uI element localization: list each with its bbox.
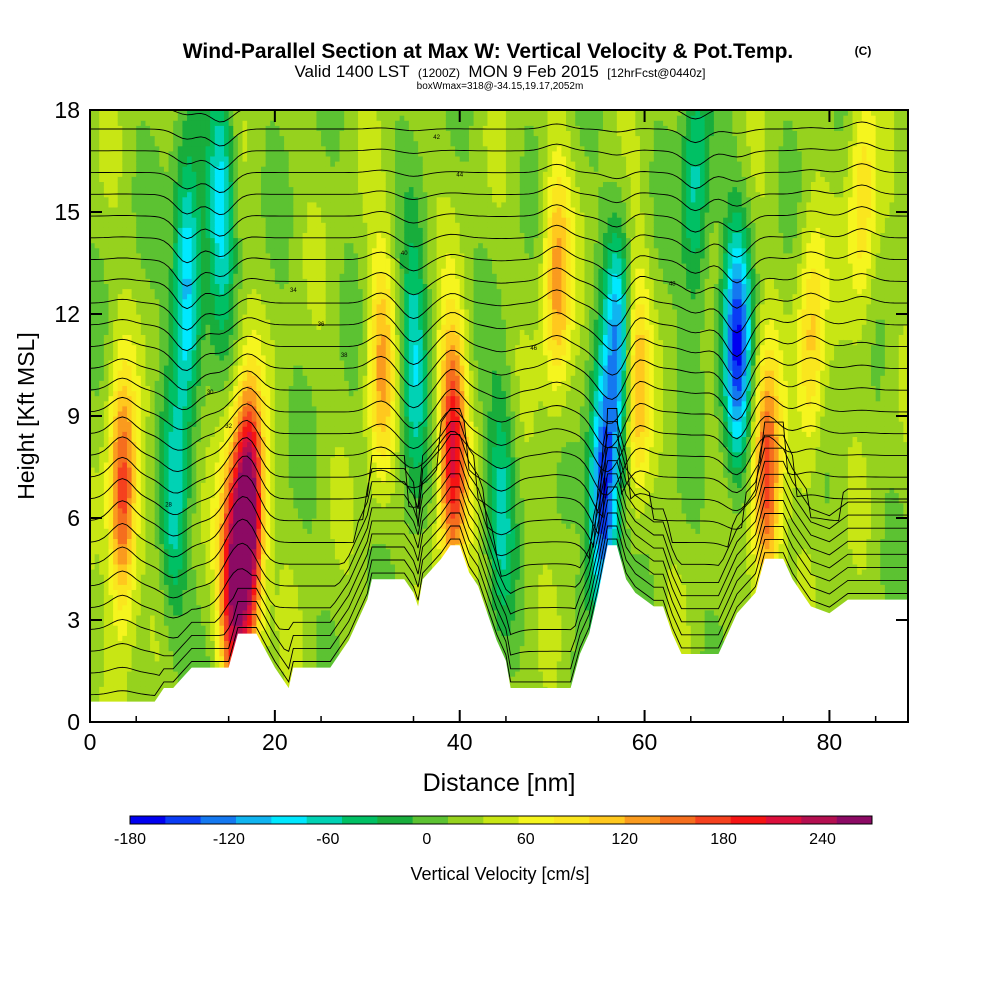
forecast-info: [12hrFcst@0440z] [607, 66, 705, 80]
colorbar-swatch [236, 816, 272, 824]
valid-utc: (1200Z) [418, 66, 460, 80]
colorbar-swatch [342, 816, 378, 824]
colorbar-tick-label: 120 [611, 831, 638, 848]
colorbar-swatch [801, 816, 837, 824]
y-tick-label: 9 [67, 403, 80, 429]
isentrope-label: 38 [341, 353, 348, 359]
colorbar-tick-label: -180 [114, 831, 146, 848]
x-tick-label: 20 [262, 729, 288, 755]
colorbar-swatch [483, 816, 519, 824]
colorbar-swatch [589, 816, 625, 824]
colorbar-swatch [519, 816, 555, 824]
colorbar-swatch [660, 816, 696, 824]
colorbar-tick-label: 60 [517, 831, 535, 848]
colorbar-swatch [766, 816, 802, 824]
isentrope-label: 28 [165, 502, 172, 508]
isentrope-label: 30 [207, 390, 214, 396]
colorbar-tick-label: 180 [710, 831, 737, 848]
x-axis-label: Distance [nm] [423, 769, 576, 797]
colorbar-swatch [377, 816, 413, 824]
isentrope-label: 32 [225, 424, 232, 430]
y-tick-label: 12 [54, 301, 80, 327]
isentrope-label: 48 [669, 281, 676, 287]
isentrope-label: 40 [401, 251, 408, 257]
y-tick-label: 0 [67, 709, 80, 735]
colorbar-swatch [307, 816, 343, 824]
chart-title: Wind-Parallel Section at Max W: Vertical… [183, 40, 794, 63]
valid-date: MON 9 Feb 2015 [468, 62, 598, 81]
y-axis-label: Height [Kft MSL] [13, 332, 39, 499]
x-tick-label: 80 [817, 729, 843, 755]
colorbar-swatch [695, 816, 731, 824]
colorbar-tick-label: -60 [316, 831, 339, 848]
isentrope-label: 34 [290, 288, 297, 294]
isentrope-label: 44 [456, 173, 463, 179]
colorbar-swatch [554, 816, 590, 824]
y-tick-label: 6 [67, 505, 80, 531]
x-tick-label: 0 [84, 729, 97, 755]
x-tick-label: 60 [632, 729, 658, 755]
colorbar-swatch [448, 816, 484, 824]
y-tick-label: 3 [67, 607, 80, 633]
colorbar: -180 -120 -60 0 60 120 180 240 [114, 816, 872, 848]
colorbar-tick-label: 0 [422, 831, 431, 848]
y-tick-label: 15 [54, 199, 80, 225]
copyright-mark: (C) [855, 44, 872, 58]
colorbar-swatch [271, 816, 307, 824]
colorbar-tick-label: 240 [809, 831, 836, 848]
colorbar-swatch [625, 816, 661, 824]
plot-area: 28 30 32 34 36 38 40 42 44 46 48 [90, 101, 909, 722]
isentrope-label: 36 [318, 322, 325, 328]
y-tick-label: 18 [54, 97, 80, 123]
isentrope-label: 42 [433, 135, 440, 141]
colorbar-swatch [201, 816, 237, 824]
colorbar-label: Vertical Velocity [cm/s] [410, 864, 589, 884]
x-tick-label: 40 [447, 729, 473, 755]
valid-prefix: Valid 1400 LST [294, 62, 409, 81]
colorbar-swatch [731, 816, 767, 824]
colorbar-swatch [165, 816, 201, 824]
isentrope-label: 46 [530, 346, 537, 352]
colorbar-swatch [413, 816, 449, 824]
colorbar-swatch [130, 816, 166, 824]
valid-time: Valid 1400 LST (1200Z) MON 9 Feb 2015 [1… [294, 62, 705, 81]
box-info: boxWmax=318@-34.15,19.17,2052m [417, 81, 584, 92]
colorbar-swatch [837, 816, 873, 824]
colorbar-tick-label: -120 [213, 831, 245, 848]
